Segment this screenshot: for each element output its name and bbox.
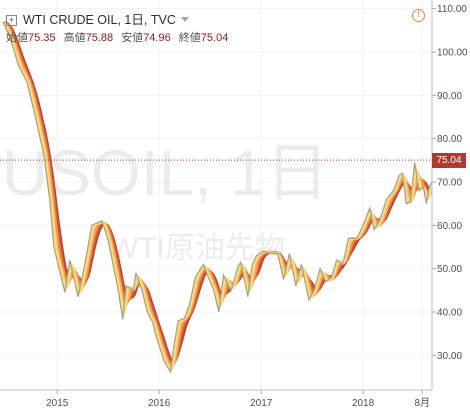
chart-header: + WTI CRUDE OIL, 1日, TVC [6,9,189,28]
moving-average-ribbon [4,21,433,371]
ohlc-readout: 始値75.35 高値75.88 安値74.96 終値75.04 [6,29,233,45]
y-tick-label: 80.00 [437,134,462,145]
moving-average-line [4,23,433,371]
open-label: 始値 [6,32,28,44]
x-tick-label: 2017 [250,398,273,409]
high-value: 75.88 [85,32,114,44]
x-tick-label: 8月 [414,397,430,409]
x-tick-label: 2016 [148,398,171,409]
close-value: 75.04 [200,32,229,44]
open-value: 75.35 [28,32,56,44]
current-price-tag: 75.04 [432,152,466,168]
chart-axes: 30.00 40.00 50.00 60.00 70.00 80.00 90.00 100.0… [0,0,468,409]
x-tick-label: 2018 [352,398,375,409]
interval-label: 1日 [124,13,144,27]
y-tick-label: 70.00 [437,178,462,189]
y-tick-label: 40.00 [437,308,462,319]
low-label: 安値 [121,32,144,44]
symbol-title: WTI CRUDE OIL [23,13,118,27]
price-series-line [2,21,433,374]
plus-square-icon[interactable]: + [6,15,17,26]
y-tick-label: 100.00 [437,48,468,59]
low-value: 74.96 [143,32,171,44]
info-circle-icon[interactable]: ! [412,9,425,22]
caret-down-icon[interactable] [180,17,189,22]
high-label: 高値 [63,32,86,44]
y-tick-label: 110.00 [437,4,467,15]
y-tick-label: 30.00 [437,351,462,362]
y-tick-label: 60.00 [437,221,462,232]
close-label: 終値 [178,32,201,44]
chart-grid [0,0,432,390]
y-tick-label: 90.00 [437,91,462,102]
y-tick-label: 50.00 [437,264,462,275]
source-label: TVC [150,13,176,27]
x-tick-label: 2015 [46,398,69,409]
